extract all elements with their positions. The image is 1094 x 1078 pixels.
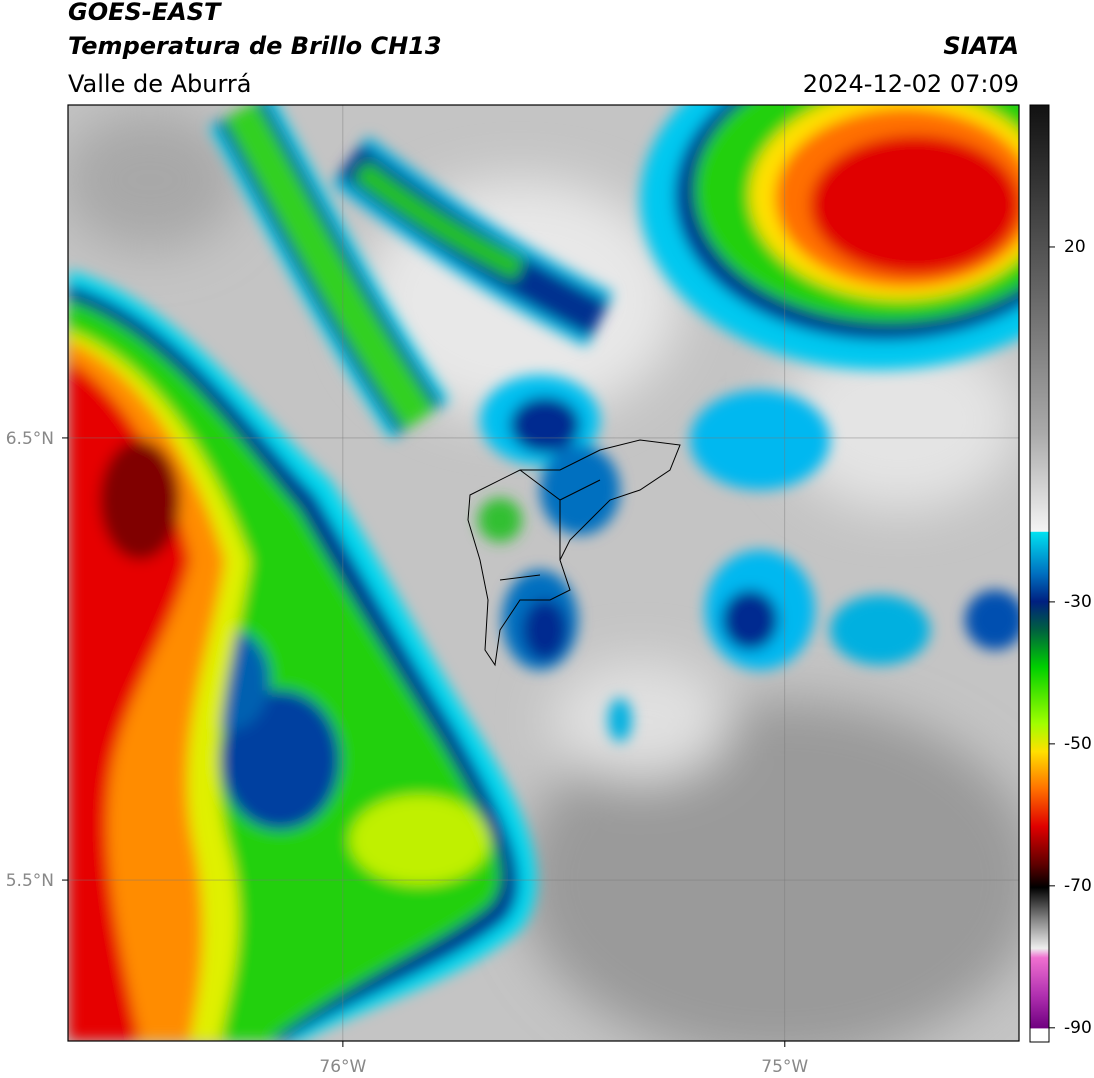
- colorbar-tick-label: -30: [1064, 592, 1092, 612]
- colorbar-tick-label: 20: [1064, 237, 1086, 257]
- y-tick-label: 6.5°N: [6, 429, 54, 449]
- datetime: 2024-12-02 07:09: [803, 70, 1019, 98]
- colorbar-tick-label: -90: [1064, 1018, 1092, 1038]
- map-frame: [67, 104, 1020, 1042]
- title: GOES-EAST: [68, 0, 222, 26]
- colorbar-tick-label: -70: [1064, 876, 1092, 896]
- region: Valle de Aburrá: [68, 70, 252, 98]
- municipal-boundaries: [467, 439, 681, 667]
- source: SIATA: [943, 32, 1019, 60]
- colorbar: [1029, 104, 1050, 1043]
- y-tick-label: 5.5°N: [6, 871, 54, 891]
- colorbar-tick-label: -50: [1064, 734, 1092, 754]
- satellite-image: [68, 105, 1019, 1041]
- x-tick-label: 76°W: [319, 1057, 366, 1077]
- x-tick-label: 75°W: [761, 1057, 808, 1077]
- subtitle: Temperatura de Brillo CH13: [68, 32, 442, 60]
